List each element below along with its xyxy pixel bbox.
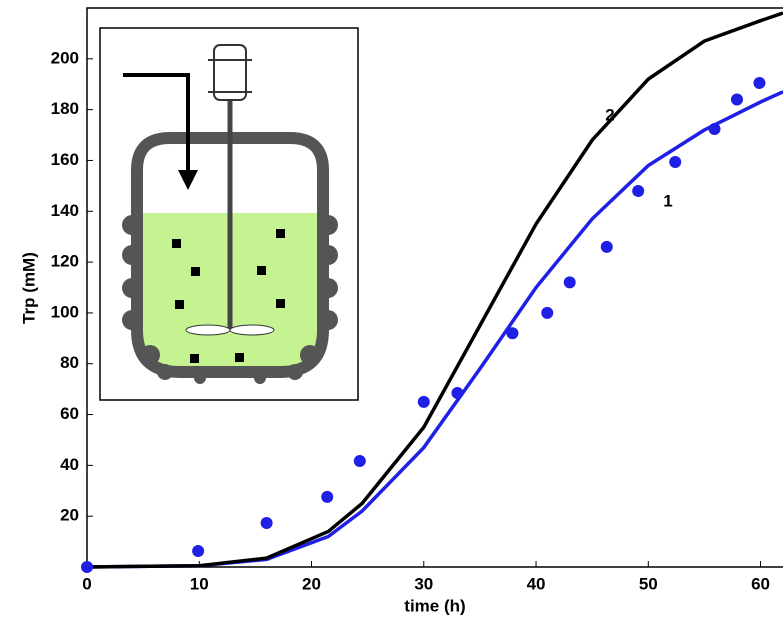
x-tick-label: 20 xyxy=(302,574,321,593)
y-tick-label: 120 xyxy=(51,252,79,271)
x-tick-label: 30 xyxy=(414,574,433,593)
y-tick-label: 140 xyxy=(51,201,79,220)
x-tick-label: 50 xyxy=(639,574,658,593)
y-tick-label: 20 xyxy=(60,506,79,525)
data-point xyxy=(321,490,334,503)
data-point xyxy=(81,561,93,573)
data-point xyxy=(669,155,682,168)
data-point xyxy=(541,306,554,319)
y-tick-label: 80 xyxy=(60,353,79,372)
y-tick-label: 160 xyxy=(51,150,79,169)
line-series xyxy=(86,11,783,569)
data-point xyxy=(417,395,430,408)
reactor-inset xyxy=(99,27,359,401)
plot-area: 0 10 20 30 40 50 60 20 40 60 80 100 120 140 160 180 200 1… xyxy=(51,11,783,593)
y-tick-label: 200 xyxy=(51,48,79,67)
data-point xyxy=(353,455,366,468)
data-point xyxy=(730,93,743,106)
data-point xyxy=(451,386,464,399)
plot-frame xyxy=(86,7,783,568)
x-tick-label: 60 xyxy=(751,574,770,593)
x-tick-label: 0 xyxy=(82,574,91,593)
data-point xyxy=(632,184,645,197)
x-tick-label: 10 xyxy=(190,574,209,593)
x-tick-label: 40 xyxy=(527,574,546,593)
data-point xyxy=(708,122,721,135)
y-tick-label: 40 xyxy=(60,455,79,474)
data-point xyxy=(506,327,519,340)
y-tick-label: 180 xyxy=(51,99,79,118)
data-point xyxy=(192,544,205,557)
y-axis-label: Trp (mM) xyxy=(19,252,38,324)
data-point xyxy=(753,76,766,89)
series-label: 2 xyxy=(605,105,614,124)
y-tick-label: 100 xyxy=(51,302,79,321)
series-label: 1 xyxy=(663,191,672,210)
data-point xyxy=(600,240,613,253)
data-point xyxy=(260,517,273,530)
x-axis-label: time (h) xyxy=(404,596,465,615)
y-tick-label: 60 xyxy=(60,404,79,423)
data-point xyxy=(563,276,576,289)
